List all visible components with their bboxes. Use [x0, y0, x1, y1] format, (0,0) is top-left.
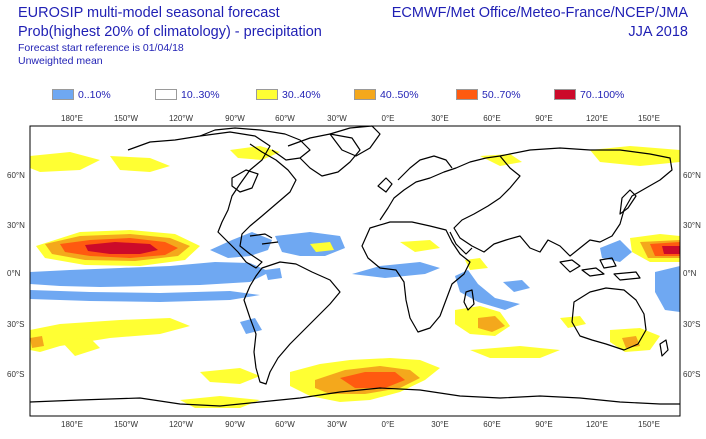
- lon-tick-label: 0°E: [382, 420, 395, 429]
- lon-tick-label: 60°E: [483, 114, 500, 123]
- lon-tick-label: 150°E: [638, 114, 660, 123]
- header-right: ECMWF/Met Office/Meteo-France/NCEP/JMA J…: [392, 4, 688, 42]
- lon-tick-label: 60°W: [275, 420, 295, 429]
- lon-tick-label: 120°E: [586, 114, 608, 123]
- legend-label: 10..30%: [181, 89, 220, 101]
- lat-ticks-left: 60°N 30°N 0°N 30°S 60°S: [7, 171, 25, 379]
- lon-tick-label: 120°W: [169, 420, 194, 429]
- lon-tick-label: 150°E: [638, 420, 660, 429]
- legend-label: 50..70%: [482, 89, 521, 101]
- legend-label: 0..10%: [78, 89, 111, 101]
- centres-text: ECMWF/Met Office/Meteo-France/NCEP/JMA: [391, 5, 688, 21]
- lon-tick-label: 120°W: [169, 114, 194, 123]
- lat-tick-label: 0°N: [683, 269, 697, 278]
- lon-tick-label: 90°E: [535, 420, 552, 429]
- lon-tick-label: 180°E: [61, 420, 83, 429]
- season-text: JJA 2018: [628, 24, 688, 40]
- map-frame: [29, 125, 681, 417]
- coastlines: [29, 125, 680, 407]
- lat-tick-label: 60°S: [7, 370, 24, 379]
- header-left: EUROSIP multi-model seasonal forecast Pr…: [18, 4, 322, 68]
- lon-tick-label: 150°W: [114, 420, 139, 429]
- map-title: EUROSIP multi-model seasonal forecast: [18, 5, 280, 21]
- lon-tick-label: 180°E: [61, 114, 83, 123]
- legend-swatch: [52, 89, 74, 100]
- lat-tick-label: 30°S: [683, 320, 700, 329]
- forecast-start-text: Forecast start reference is 01/04/18: [18, 42, 184, 54]
- legend-swatch: [456, 89, 478, 100]
- lon-tick-label: 150°W: [114, 114, 139, 123]
- lon-tick-label: 120°E: [586, 420, 608, 429]
- legend-label: 30..40%: [282, 89, 321, 101]
- lon-tick-label: 90°W: [225, 420, 245, 429]
- lon-tick-label: 30°E: [431, 420, 448, 429]
- lat-tick-label: 30°N: [683, 221, 701, 230]
- world-map: 180°E 150°W 120°W 90°W 60°W 30°W 0°E 30°…: [7, 114, 701, 429]
- legend-label: 40..50%: [380, 89, 419, 101]
- lon-tick-label: 30°W: [327, 114, 347, 123]
- lon-ticks-bottom: 180°E 150°W 120°W 90°W 60°W 30°W 0°E 30°…: [61, 420, 660, 429]
- lon-ticks-top: 180°E 150°W 120°W 90°W 60°W 30°W 0°E 30°…: [61, 114, 660, 123]
- weighting-text: Unweighted mean: [18, 55, 103, 67]
- lat-tick-label: 30°S: [7, 320, 24, 329]
- lat-ticks-right: 60°N 30°N 0°N 30°S 60°S: [683, 171, 701, 379]
- legend-swatch: [554, 89, 576, 100]
- map-subtitle: Prob(highest 20% of climatology) - preci…: [18, 24, 322, 40]
- legend-swatch: [256, 89, 278, 100]
- lon-tick-label: 30°E: [431, 114, 448, 123]
- lon-tick-label: 0°E: [382, 114, 395, 123]
- probability-field: [30, 146, 680, 408]
- lon-tick-label: 60°E: [483, 420, 500, 429]
- lat-tick-label: 0°N: [7, 269, 21, 278]
- lat-tick-label: 60°N: [7, 171, 25, 180]
- lon-tick-label: 60°W: [275, 114, 295, 123]
- lon-tick-label: 90°E: [535, 114, 552, 123]
- lon-tick-label: 90°W: [225, 114, 245, 123]
- legend-swatch: [354, 89, 376, 100]
- legend-label: 70..100%: [580, 89, 625, 101]
- legend-swatch: [155, 89, 177, 100]
- lat-tick-label: 30°N: [7, 221, 25, 230]
- lat-tick-label: 60°N: [683, 171, 701, 180]
- lat-tick-label: 60°S: [683, 370, 700, 379]
- lon-tick-label: 30°W: [327, 420, 347, 429]
